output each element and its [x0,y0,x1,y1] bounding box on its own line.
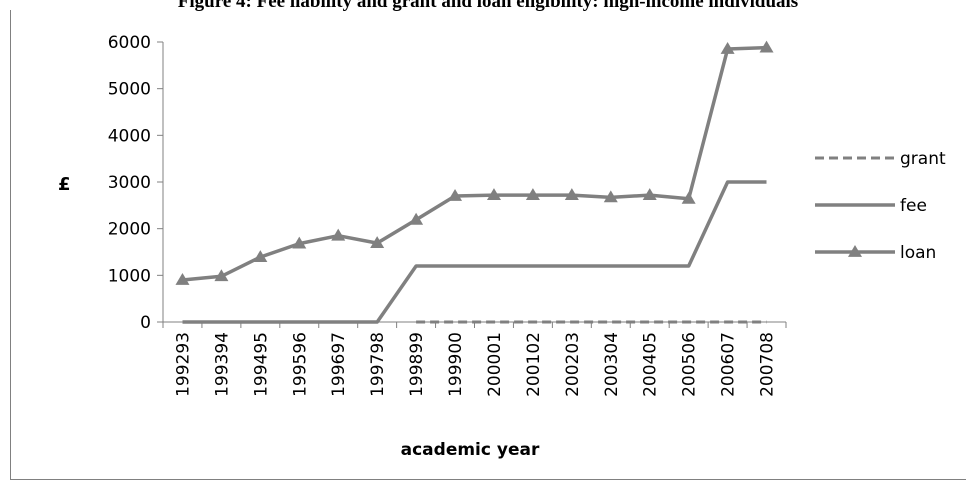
data-point-loan [681,191,696,204]
data-point-loan [486,188,501,200]
legend-marker-loan [848,245,862,257]
data-point-loan [292,236,307,249]
y-axis-label: £ [58,174,71,195]
legend-label-grant: grant [900,149,946,169]
axes: 0 1000 2000 3000 4000 5000 6000 199293 199394 199… [108,33,787,397]
chart-title: Figure 4: Fee liability and grant and lo… [177,0,799,12]
x-tick-label: 200203 [563,332,583,397]
data-point-loan [564,188,579,200]
x-tick-label: 199899 [407,332,427,397]
x-tick-label: 200102 [524,332,544,397]
x-tick-label: 200304 [602,332,622,397]
x-tick-label: 200506 [680,332,700,397]
x-tick-label: 199495 [251,332,271,397]
legend-label-fee: fee [900,196,927,216]
x-tick-label: 199798 [368,332,388,397]
data-point-loan [720,42,735,54]
data-point-loan [448,189,463,201]
y-tick-label: 0 [140,313,151,333]
series-line-fee [182,180,767,324]
legend: grant fee loan [815,149,946,263]
data-point-loan [759,40,774,53]
data-point-loan [253,250,268,263]
x-tick-label: 199293 [173,332,193,397]
x-axis-label: academic year [401,440,540,460]
x-tick-label: 199900 [446,332,466,397]
x-tick-label: 200001 [485,332,505,397]
x-tick-label: 199394 [212,332,232,397]
x-tick-label: 199596 [290,332,310,397]
x-tick-label: 200708 [758,332,778,397]
data-point-loan [603,190,618,203]
y-tick-label: 4000 [108,126,151,146]
x-tick-label: 200405 [641,332,661,397]
data-point-loan [642,188,657,200]
y-tick-label: 6000 [108,33,151,53]
data-point-loan [409,212,424,225]
series-layer [175,40,774,324]
chart-frame [10,10,966,480]
x-tick-label: 200607 [719,332,739,397]
data-point-loan [331,228,346,241]
x-tick-label: 199697 [329,332,349,397]
data-point-loan [175,273,190,285]
legend-label-loan: loan [900,243,936,263]
series-line-loan [182,45,767,282]
y-tick-label: 5000 [108,80,151,100]
data-point-loan [370,236,385,249]
y-tick-label: 3000 [108,173,151,193]
y-tick-label: 1000 [108,266,151,286]
data-point-loan [214,269,229,282]
y-tick-label: 2000 [108,220,151,240]
data-point-loan [525,188,540,200]
